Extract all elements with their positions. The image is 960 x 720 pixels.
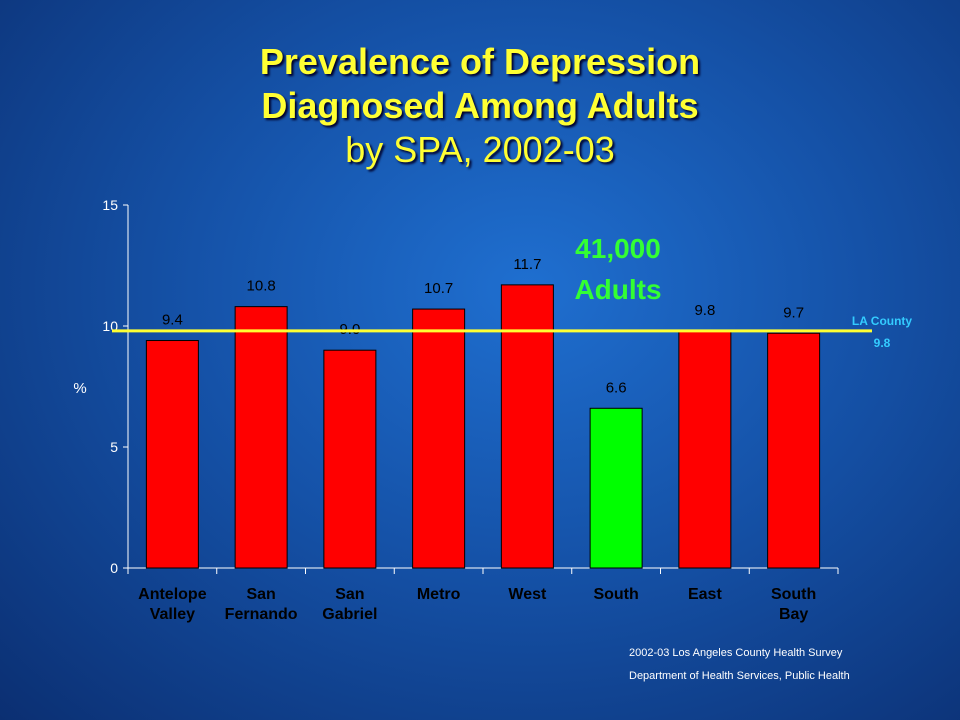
x-tick-label: West bbox=[508, 586, 547, 603]
bar bbox=[678, 330, 732, 569]
bar bbox=[323, 349, 377, 569]
bar-value-label: 9.8 bbox=[694, 302, 715, 319]
x-tick-label: South Bay bbox=[771, 586, 816, 623]
x-tick-label: San Fernando bbox=[225, 586, 298, 623]
footer-source: 2002-03 Los Angeles County Health Survey bbox=[629, 647, 843, 659]
bar-value-label: 10.7 bbox=[424, 280, 453, 297]
y-tick-label: 15 bbox=[102, 197, 118, 213]
title-line-1: Prevalence of Depression bbox=[259, 41, 701, 82]
bar bbox=[412, 308, 466, 569]
bar bbox=[589, 407, 643, 569]
annotation-count: 41,000 bbox=[575, 233, 661, 264]
bar-value-label: 9.7 bbox=[783, 304, 804, 321]
x-tick-label: San Gabriel bbox=[322, 586, 377, 623]
bar-value-label: 11.7 bbox=[513, 256, 541, 273]
reference-line-label: LA County bbox=[852, 314, 913, 328]
chart-title: Prevalence of Depression Diagnosed Among… bbox=[0, 40, 960, 172]
x-tick-label: Metro bbox=[417, 586, 461, 603]
x-tick-label: South bbox=[593, 586, 638, 603]
title-line-3: by SPA, 2002-03 bbox=[345, 129, 615, 170]
x-tick-label: Antelope Valley bbox=[138, 586, 207, 623]
y-tick-label: 0 bbox=[110, 560, 118, 576]
title-line-2: Diagnosed Among Adults bbox=[261, 85, 699, 126]
bar-value-label: 6.6 bbox=[606, 379, 627, 396]
bar-value-label: 9.4 bbox=[162, 312, 183, 329]
bar bbox=[234, 306, 288, 569]
footer-department: Department of Health Services, Public He… bbox=[629, 670, 850, 682]
bar bbox=[500, 284, 554, 569]
bar bbox=[145, 340, 199, 569]
annotation-unit: Adults bbox=[574, 274, 661, 305]
y-tick-label: 5 bbox=[110, 439, 118, 455]
y-axis-label: % bbox=[73, 380, 86, 397]
bar-value-label: 10.8 bbox=[247, 278, 276, 295]
bar bbox=[767, 332, 821, 569]
x-tick-label: East bbox=[688, 586, 722, 603]
reference-line-value: 9.8 bbox=[874, 336, 891, 350]
